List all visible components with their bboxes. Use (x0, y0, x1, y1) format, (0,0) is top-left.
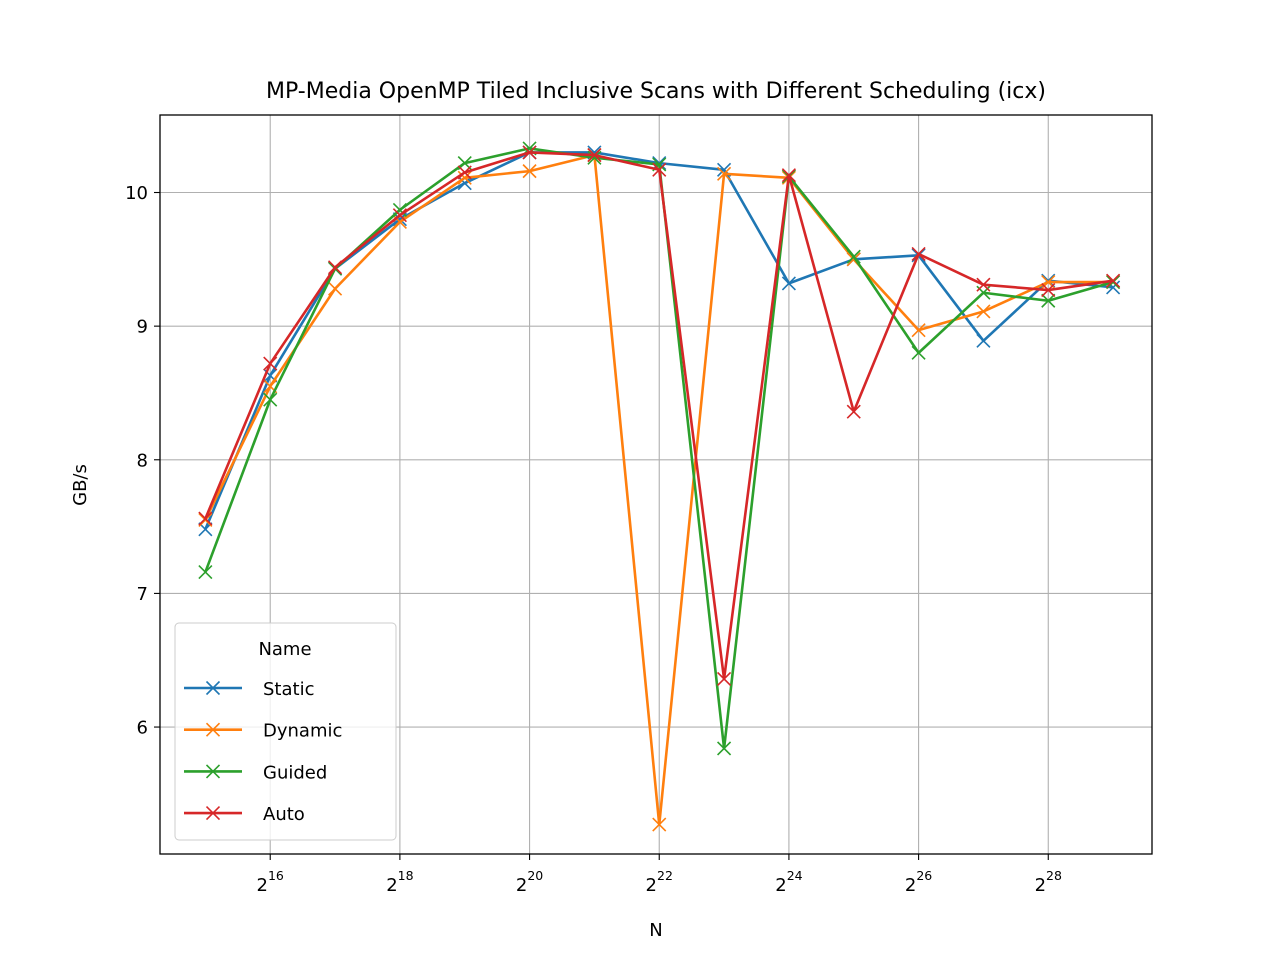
series-layer (198, 141, 1121, 832)
data-point-dynamic (457, 170, 472, 185)
plot-frame (159, 114, 1153, 855)
legend-entry-dynamic: Dynamic (184, 721, 342, 742)
data-point-auto (1041, 282, 1056, 298)
data-point-dynamic (652, 817, 667, 832)
legend-label-dynamic: Dynamic (263, 721, 342, 742)
data-point-guided (846, 249, 861, 264)
data-point-auto (911, 246, 926, 262)
x-tick-label: 218 (386, 868, 413, 896)
data-point-auto (522, 145, 537, 160)
data-point-auto (846, 404, 861, 419)
data-point-guided (392, 202, 407, 217)
data-point-guided (198, 564, 213, 580)
legend-entry-static: Static (184, 679, 314, 700)
data-point-auto (976, 277, 991, 292)
data-point-dynamic (976, 304, 991, 319)
data-point-auto (587, 148, 602, 163)
data-point-auto (263, 356, 278, 371)
data-point-static (781, 276, 796, 291)
x-tick-label: 228 (1035, 868, 1062, 896)
data-point-auto (652, 162, 667, 177)
data-point-dynamic (198, 512, 213, 527)
data-point-dynamic (522, 164, 537, 179)
data-point-guided (587, 150, 602, 165)
legend-label-auto: Auto (263, 804, 305, 825)
data-point-auto (392, 208, 407, 223)
data-point-dynamic (911, 323, 926, 338)
legend-label-guided: Guided (263, 762, 327, 783)
data-point-auto (198, 511, 213, 526)
data-point-auto (1106, 273, 1121, 288)
legend-marker-static (205, 680, 221, 696)
y-tick-label: 9 (137, 317, 148, 338)
data-point-static (652, 156, 667, 171)
legend-entries: Static Dynamic Guided Auto (184, 679, 342, 825)
legend-marker-guided (205, 764, 221, 779)
x-axis-label: N (649, 920, 662, 941)
data-point-static (976, 333, 991, 348)
data-point-guided (1041, 293, 1056, 308)
legend-label-static: Static (263, 679, 314, 700)
x-tick-label: 224 (775, 868, 802, 896)
y-axis-label: GB/s (70, 464, 91, 506)
x-tick-label: 220 (516, 868, 543, 896)
chart-title: MP-Media OpenMP Tiled Inclusive Scans wi… (266, 79, 1046, 104)
x-tick-label: 216 (257, 868, 284, 896)
y-tick-label: 10 (125, 183, 148, 204)
legend: Name Static Dynamic Guided Auto (174, 622, 397, 841)
y-tick-label: 7 (137, 584, 148, 605)
legend-entry-guided: Guided (184, 762, 327, 783)
data-point-guided (717, 741, 732, 756)
x-tick-label: 226 (905, 868, 932, 896)
data-point-auto (457, 165, 472, 180)
data-point-guided (911, 345, 926, 360)
data-point-guided (263, 392, 278, 407)
y-tick-label: 8 (137, 450, 148, 471)
axis-ticks: 216 218 220 222 224 226 228 6 7 8 9 10 (125, 183, 1062, 896)
x-tick-label: 222 (646, 868, 673, 896)
data-point-auto (781, 168, 796, 183)
data-point-auto (717, 671, 732, 687)
data-point-static (457, 176, 472, 191)
data-point-guided (1106, 274, 1121, 290)
legend-title: Name (258, 639, 311, 660)
legend-marker-dynamic (205, 722, 221, 737)
data-point-auto (327, 260, 343, 275)
series-auto (198, 145, 1121, 687)
legend-entry-auto: Auto (184, 804, 305, 825)
legend-marker-auto (205, 806, 221, 821)
y-tick-label: 6 (137, 718, 148, 739)
data-point-dynamic (717, 166, 732, 181)
legend-box (174, 622, 397, 841)
data-point-dynamic (327, 281, 343, 296)
